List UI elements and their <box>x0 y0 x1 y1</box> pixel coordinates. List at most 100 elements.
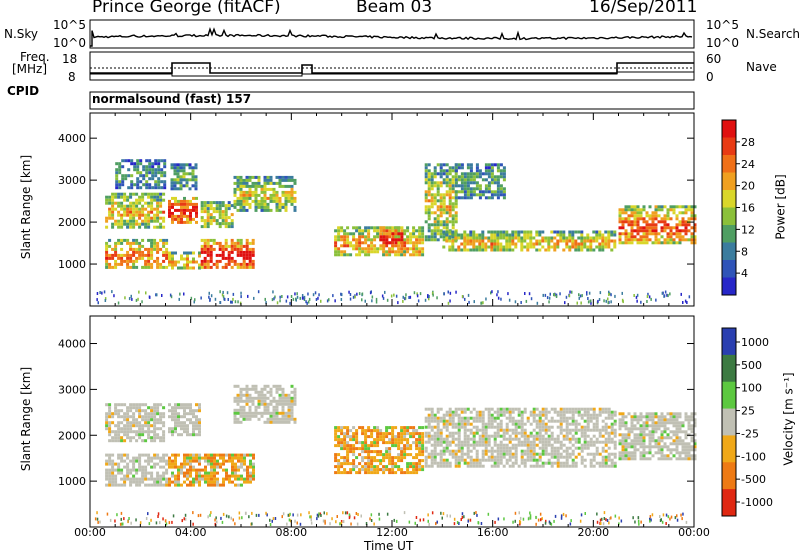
echo-cell <box>367 453 371 457</box>
echo-cell <box>153 259 157 263</box>
echo-cell <box>343 241 347 245</box>
echo-cell <box>249 471 252 475</box>
echo-cell <box>248 265 252 269</box>
echo-cell <box>601 239 605 243</box>
echo-cell <box>621 445 625 449</box>
echo-cell <box>192 459 195 463</box>
echo-cell <box>627 433 631 437</box>
echo-cell <box>403 432 407 436</box>
echo-cell <box>141 219 145 223</box>
echo-cell <box>114 192 118 196</box>
echo-cell <box>189 459 192 463</box>
echo-cell <box>412 429 416 433</box>
scatter-cell <box>340 292 342 296</box>
echo-cell <box>403 456 407 460</box>
echo-cell <box>120 219 124 223</box>
echo-cell <box>129 213 133 217</box>
scatter-cell <box>97 301 99 305</box>
echo-cell <box>144 213 148 217</box>
echo-cell <box>248 417 252 421</box>
echo-cell <box>135 204 139 208</box>
echo-cell <box>610 239 614 243</box>
echo-cell <box>111 222 115 226</box>
echo-cell <box>153 403 157 407</box>
echo-cell <box>469 166 473 170</box>
echo-cell <box>508 242 512 246</box>
echo-cell <box>281 193 285 197</box>
echo-cell <box>204 459 207 463</box>
echo-cell <box>135 406 139 410</box>
echo-cell <box>654 217 658 221</box>
echo-cell <box>293 208 297 212</box>
echo-cell <box>421 465 425 469</box>
echo-cell <box>433 434 437 438</box>
echo-cell <box>236 184 240 188</box>
echo-cell <box>105 241 109 245</box>
echo-cell <box>117 238 121 242</box>
echo-cell <box>364 441 368 445</box>
echo-cell <box>490 242 494 246</box>
echo-cell <box>391 456 395 460</box>
echo-cell <box>198 403 201 407</box>
echo-cell <box>147 192 151 196</box>
echo-cell <box>621 226 625 230</box>
echo-cell <box>577 422 581 426</box>
echo-cell <box>243 480 246 484</box>
echo-cell <box>397 238 401 242</box>
echo-cell <box>532 236 536 240</box>
echo-cell <box>204 477 207 481</box>
echo-cell <box>601 464 605 468</box>
echo-cell <box>660 430 664 434</box>
echo-cell <box>550 236 554 240</box>
echo-cell <box>481 230 485 234</box>
scatter-cell <box>650 518 652 522</box>
echo-cell <box>642 415 646 419</box>
echo-cell <box>610 461 614 465</box>
echo-cell <box>168 456 171 460</box>
echo-cell <box>672 205 676 209</box>
echo-cell <box>198 471 201 475</box>
echo-cell <box>358 471 362 475</box>
echo-cell <box>346 241 350 245</box>
echo-cell <box>186 254 189 258</box>
echo-cell <box>424 464 428 468</box>
echo-cell <box>457 196 461 200</box>
echo-cell <box>469 449 473 453</box>
echo-cell <box>118 168 122 172</box>
echo-cell <box>654 421 658 425</box>
echo-cell <box>445 208 449 212</box>
echo-cell <box>651 217 655 221</box>
echo-cell <box>251 238 255 242</box>
echo-cell <box>666 433 670 437</box>
echo-cell <box>174 196 177 200</box>
scatter-cell <box>317 296 319 300</box>
echo-cell <box>439 443 443 447</box>
echo-cell <box>150 465 154 469</box>
freq-trace <box>90 62 694 74</box>
echo-cell <box>415 444 419 448</box>
echo-cell <box>340 250 344 254</box>
echo-cell <box>198 418 201 422</box>
echo-cell <box>138 201 142 205</box>
echo-cell <box>233 417 237 421</box>
echo-cell <box>179 163 183 167</box>
echo-cell <box>547 425 551 429</box>
echo-cell <box>466 239 470 243</box>
echo-cell <box>520 248 524 252</box>
scatter-cell <box>232 297 234 301</box>
echo-cell <box>126 462 130 466</box>
echo-cell <box>236 202 240 206</box>
echo-cell <box>538 458 542 462</box>
echo-cell <box>334 247 338 251</box>
echo-cell <box>427 425 431 429</box>
echo-cell <box>162 250 166 254</box>
scatter-cell <box>339 522 341 526</box>
echo-cell <box>111 256 115 260</box>
echo-cell <box>352 435 356 439</box>
echo-cell <box>284 414 288 418</box>
echo-cell <box>511 431 515 435</box>
echo-cell <box>263 193 267 197</box>
echo-cell <box>117 262 121 266</box>
echo-cell <box>442 425 446 429</box>
echo-cell <box>517 464 521 468</box>
